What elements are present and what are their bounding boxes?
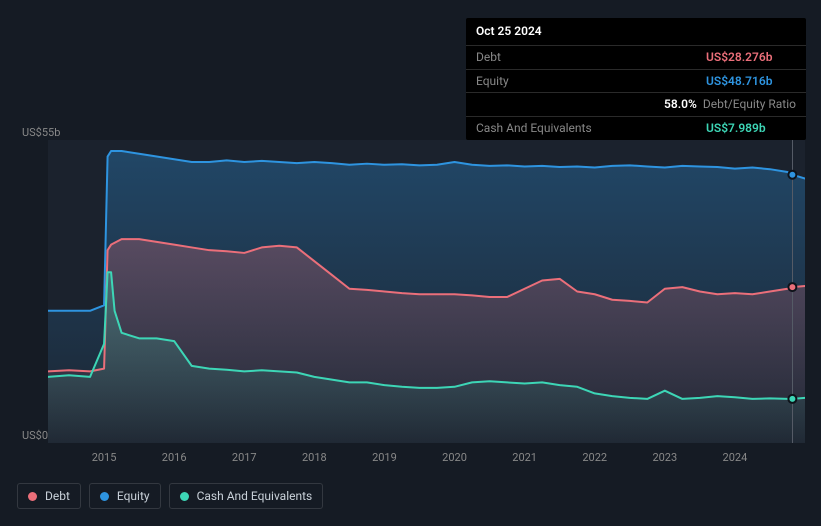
- legend-item-label: Equity: [117, 489, 150, 503]
- x-tick: 2021: [512, 451, 537, 464]
- x-tick: 2018: [302, 451, 327, 464]
- y-axis-label-bottom: US$0: [22, 429, 48, 442]
- x-tick: 2017: [232, 451, 257, 464]
- tooltip-date: Oct 25 2024: [466, 18, 806, 46]
- tooltip-row-label: [476, 96, 644, 113]
- tooltip-row-value: 58.0%Debt/Equity Ratio: [664, 96, 796, 113]
- tooltip-row-label: Debt: [476, 49, 686, 66]
- series-marker-equity: [788, 171, 796, 179]
- legend-item-label: Debt: [45, 489, 70, 503]
- x-tick: 2022: [582, 451, 607, 464]
- x-tick: 2019: [372, 451, 397, 464]
- legend-swatch-icon: [100, 492, 109, 501]
- tooltip-row: Equity US$48.716b: [466, 70, 806, 94]
- legend-item-debt[interactable]: Debt: [17, 483, 81, 509]
- tooltip-row-value: US$7.989b: [706, 120, 796, 137]
- tooltip-row: Debt US$28.276b: [466, 46, 806, 70]
- tooltip-row-value: US$48.716b: [706, 73, 796, 90]
- tooltip-row: 58.0%Debt/Equity Ratio: [466, 93, 806, 117]
- tooltip-row-value: US$28.276b: [706, 49, 796, 66]
- tooltip-row: Cash And Equivalents US$7.989b: [466, 117, 806, 140]
- x-tick: 2020: [442, 451, 467, 464]
- financial-area-chart: [48, 140, 805, 443]
- chart-svg[interactable]: [48, 140, 805, 443]
- chart-legend: Debt Equity Cash And Equivalents: [17, 483, 323, 509]
- series-marker-debt: [788, 283, 796, 291]
- legend-item-equity[interactable]: Equity: [89, 483, 161, 509]
- legend-item-label: Cash And Equivalents: [197, 489, 313, 503]
- x-tick: 2023: [652, 451, 677, 464]
- x-tick: 2016: [162, 451, 187, 464]
- legend-swatch-icon: [28, 492, 37, 501]
- tooltip-row-label: Equity: [476, 73, 686, 90]
- x-tick: 2015: [92, 451, 117, 464]
- y-axis-label-top: US$55b: [22, 126, 60, 139]
- tooltip-row-label: Cash And Equivalents: [476, 120, 686, 137]
- chart-tooltip: Oct 25 2024 Debt US$28.276b Equity US$48.71…: [466, 18, 806, 140]
- series-marker-cash: [788, 395, 796, 403]
- tooltip-row-suffix: Debt/Equity Ratio: [703, 97, 796, 111]
- legend-item-cash[interactable]: Cash And Equivalents: [169, 483, 324, 509]
- x-tick: 2024: [723, 451, 748, 464]
- legend-swatch-icon: [180, 492, 189, 501]
